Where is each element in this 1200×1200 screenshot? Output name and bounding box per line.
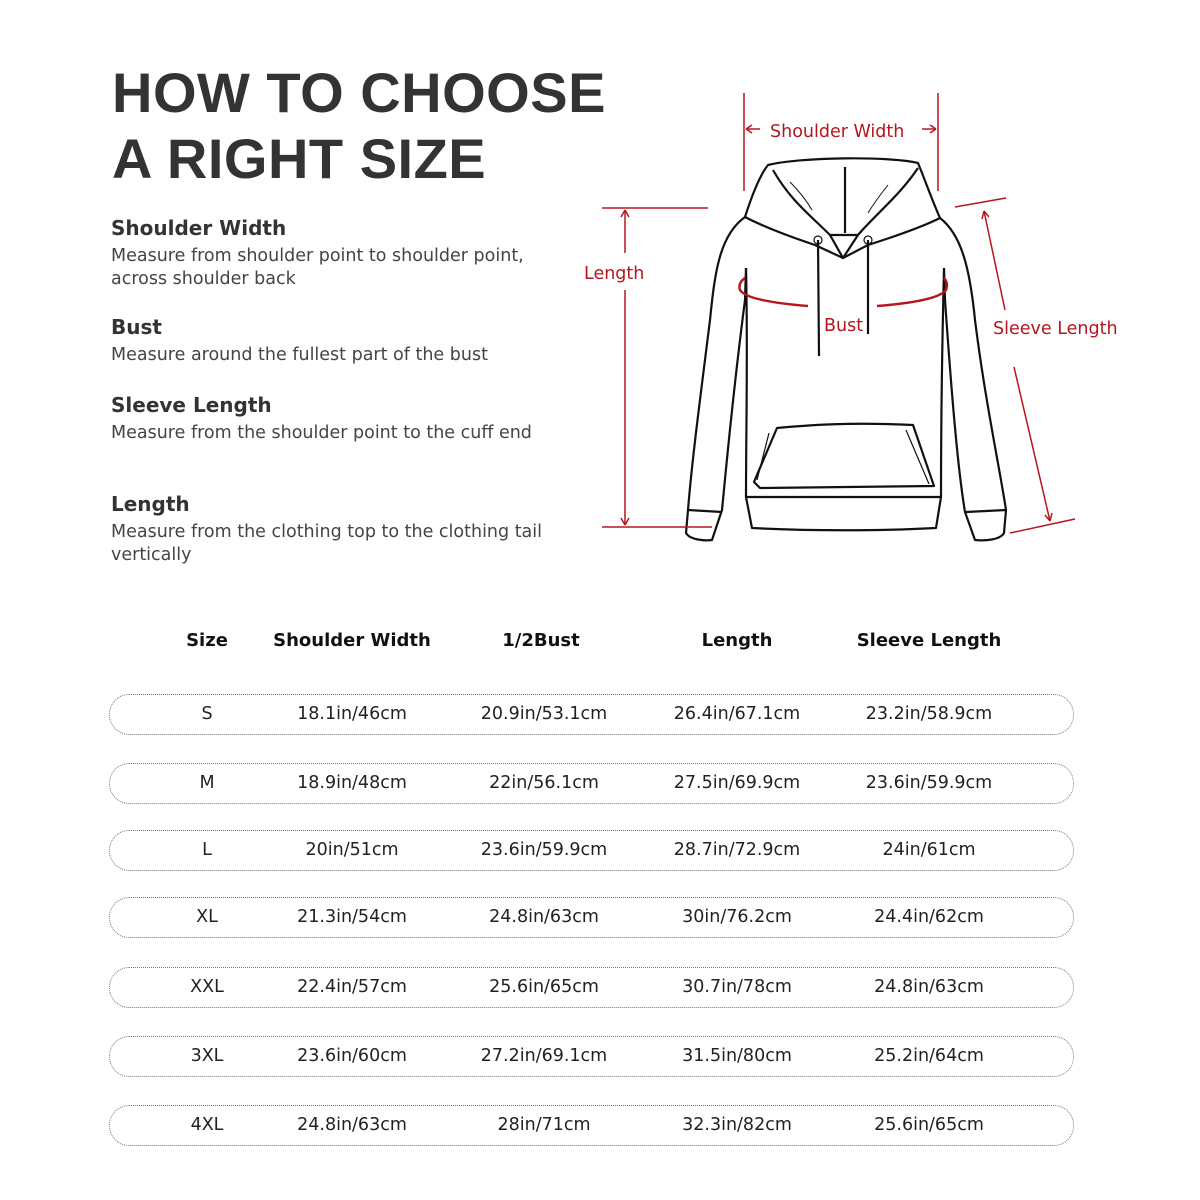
hoodie-diagram: Shoulder Width Length Bust Sleeve Length xyxy=(584,93,1118,542)
table-cell: 28.7in/72.9cm xyxy=(673,840,801,860)
hoodie-outline xyxy=(684,157,1008,542)
table-cell: M xyxy=(199,773,215,793)
table-row: L 20in/51cm 23.6in/59.9cm 28.7in/72.9cm 24in… xyxy=(109,830,1074,871)
table-cell: 27.5in/69.9cm xyxy=(673,773,801,793)
size-table-header: Size Shoulder Width 1/2Bust Length Sleev… xyxy=(186,630,1002,651)
guide-shoulder-width: Shoulder Width Measure from shoulder poin… xyxy=(111,216,524,289)
table-cell: 25.2in/64cm xyxy=(874,1046,984,1066)
table-cell: 18.1in/46cm xyxy=(297,704,407,724)
table-row: M 18.9in/48cm 22in/56.1cm 27.5in/69.9cm 23.6… xyxy=(109,763,1074,804)
table-cell: 32.3in/82cm xyxy=(682,1115,792,1135)
table-cell: 24.4in/62cm xyxy=(874,907,984,927)
label-length: Length xyxy=(584,264,644,284)
table-cell: 24.8in/63cm xyxy=(297,1115,407,1135)
measure-lines xyxy=(602,93,1076,534)
table-cell: 3XL xyxy=(190,1046,224,1066)
table-row: XXL 22.4in/57cm 25.6in/65cm 30.7in/78cm 24.8… xyxy=(109,967,1074,1008)
table-cell: 23.2in/58.9cm xyxy=(865,704,993,724)
table-cell: 22in/56.1cm xyxy=(489,773,599,793)
table-cell: L xyxy=(202,840,212,860)
table-cell: 30.7in/78cm xyxy=(682,977,792,997)
label-shoulder-width: Shoulder Width xyxy=(770,122,904,142)
label-bust: Bust xyxy=(824,316,863,336)
guide-length: Length Measure from the clothing top to t… xyxy=(111,492,543,565)
table-cell: 20in/51cm xyxy=(305,840,399,860)
table-row: 3XL 23.6in/60cm 27.2in/69.1cm 31.5in/80cm 25… xyxy=(109,1036,1074,1077)
table-cell: 25.6in/65cm xyxy=(489,977,599,997)
table-cell: 24.8in/63cm xyxy=(489,907,599,927)
table-cell: XL xyxy=(196,907,218,927)
table-cell: 21.3in/54cm xyxy=(297,907,407,927)
table-row: 4XL 24.8in/63cm 28in/71cm 32.3in/82cm 25.6in… xyxy=(109,1105,1074,1146)
page-title: HOW TO CHOOSE A RIGHT SIZE xyxy=(112,61,606,190)
guide-sleeve-length: Sleeve Length Measure from the shoulder p… xyxy=(111,393,532,443)
table-cell: 22.4in/57cm xyxy=(297,977,407,997)
table-cell: 20.9in/53.1cm xyxy=(480,704,608,724)
table-cell: 27.2in/69.1cm xyxy=(480,1046,608,1066)
table-cell: 24.8in/63cm xyxy=(874,977,984,997)
table-cell: XXL xyxy=(190,977,224,997)
table-cell: 4XL xyxy=(190,1115,224,1135)
table-row: XL 21.3in/54cm 24.8in/63cm 30in/76.2cm 24.4i… xyxy=(109,897,1074,938)
table-cell: 23.6in/60cm xyxy=(297,1046,407,1066)
table-cell: 23.6in/59.9cm xyxy=(865,773,993,793)
table-cell: 28in/71cm xyxy=(497,1115,591,1135)
guide-bust: Bust Measure around the fullest part of t… xyxy=(111,315,488,365)
table-cell: S xyxy=(201,704,213,724)
table-cell: 23.6in/59.9cm xyxy=(480,840,608,860)
label-sleeve-length: Sleeve Length xyxy=(993,319,1118,339)
table-cell: 18.9in/48cm xyxy=(297,773,407,793)
table-cell: 30in/76.2cm xyxy=(682,907,792,927)
table-cell: 26.4in/67.1cm xyxy=(673,704,801,724)
table-row: S 18.1in/46cm 20.9in/53.1cm 26.4in/67.1cm 23… xyxy=(109,694,1074,735)
table-cell: 25.6in/65cm xyxy=(874,1115,984,1135)
table-cell: 31.5in/80cm xyxy=(682,1046,792,1066)
table-cell: 24in/61cm xyxy=(882,840,976,860)
